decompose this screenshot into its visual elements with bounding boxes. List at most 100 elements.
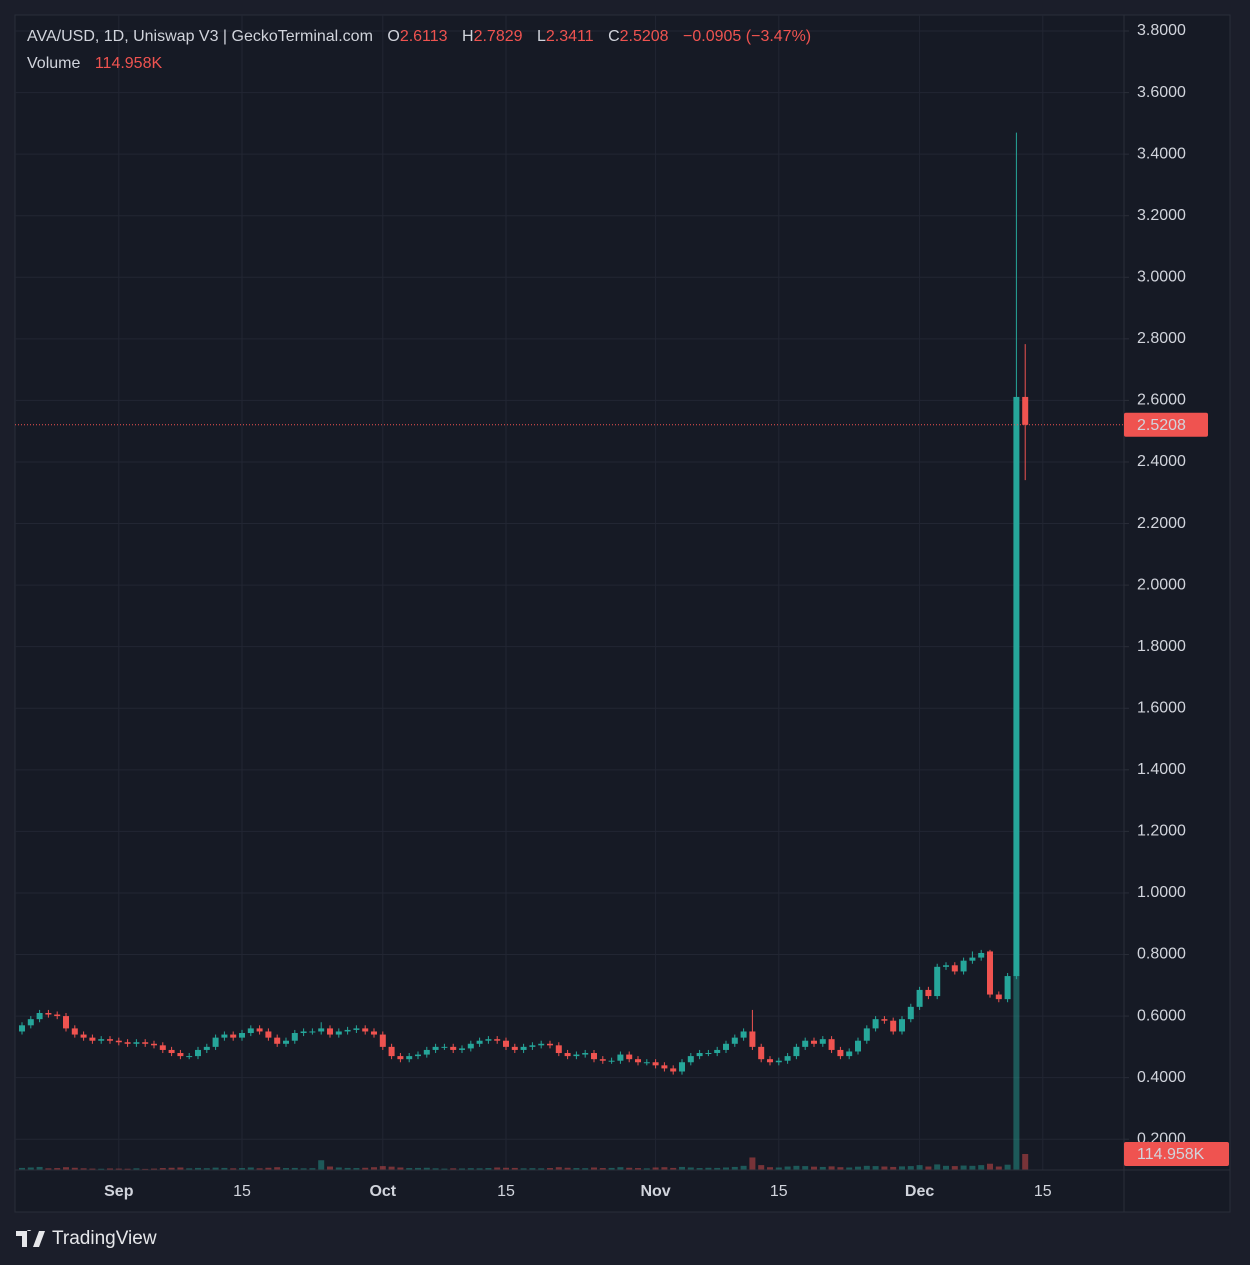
volume-bar [626,1167,633,1170]
volume-bar [371,1167,377,1170]
volume-bar [107,1168,113,1170]
y-tick-label: 2.6000 [1137,392,1186,409]
candle-body [168,1049,175,1054]
candle-body [494,1039,501,1041]
volume-bar [124,1168,131,1170]
candle-body [432,1046,439,1050]
candle-body [353,1028,360,1030]
volume-bar [582,1168,589,1170]
candle-body [943,965,949,967]
volume-bar [397,1167,404,1170]
volume-bar [881,1166,888,1170]
volume-bar [423,1167,430,1170]
brand-logo [16,1230,45,1247]
candle-body [203,1046,210,1050]
volume-bar [335,1167,342,1170]
grid [15,15,1124,1170]
candle-body [362,1028,369,1032]
candle-body [591,1053,597,1060]
ohlc-value: 2.5208 [619,28,669,45]
volume-bar [828,1166,835,1170]
candle-body [652,1062,659,1066]
candle-body [309,1031,316,1033]
candle-body [916,989,923,1007]
volume-bar [503,1167,509,1170]
volume-bar [494,1167,501,1170]
volume-bar [247,1167,254,1170]
volume-bar [212,1167,219,1170]
volume-bar [353,1168,360,1170]
volume-bar [19,1167,25,1170]
volume-bar [265,1167,272,1170]
candle-body [450,1046,457,1050]
volume-bar [855,1166,861,1170]
candle-body [459,1048,465,1050]
branding: TradingView [16,1228,157,1250]
y-tick-label: 3.0000 [1137,268,1186,285]
volume-bar [767,1167,773,1170]
plot [15,132,1124,1170]
candle-body [705,1053,712,1055]
candle-body [573,1054,580,1057]
volume-bar [890,1166,897,1170]
volume-bar [511,1167,518,1170]
candle-body [1013,396,1020,977]
candle-body [283,1040,289,1044]
volume-bar [723,1167,729,1170]
volume-bar [916,1165,923,1170]
volume-bar [168,1167,175,1170]
candle-body [379,1034,386,1047]
volume-bar [27,1167,34,1170]
candle-body [793,1046,800,1057]
candle-body [503,1040,509,1047]
volume-bar [978,1165,985,1170]
volume-bar [1004,1164,1011,1170]
candle-body [608,1060,615,1062]
ohlc-value: 2.6113 [399,28,448,45]
volume-bar [133,1168,140,1170]
y-tick-label: 2.4000 [1137,453,1186,470]
volume-value: 114.958K [94,55,163,72]
candle-body [899,1019,905,1032]
volume-bar [177,1167,184,1170]
candle-body [907,1006,914,1020]
volume-bar [925,1166,932,1170]
candle-body [1022,396,1029,425]
volume-bar [283,1168,289,1170]
candle-body [423,1049,430,1055]
candle-body [124,1042,131,1044]
x-tick-label: Oct [369,1183,396,1200]
volume-bar [142,1168,149,1170]
y-tick-label: 2.8000 [1137,330,1186,347]
volume-bar [485,1168,492,1170]
volume-bar [450,1168,457,1170]
candle-body [811,1040,817,1044]
candle-body [582,1053,589,1055]
volume-bar [406,1168,413,1170]
volume-bar [309,1168,316,1170]
x-tick-label: 15 [1034,1183,1052,1200]
volume-bar [291,1167,298,1170]
volume-bar [599,1168,606,1170]
volume-bar [98,1168,105,1170]
candle-body [265,1031,272,1038]
y-tick-label: 1.8000 [1137,638,1186,655]
x-tick-label: Dec [905,1183,934,1200]
volume-bar [635,1168,641,1170]
candle-body [327,1028,333,1035]
x-tick-label: Sep [104,1183,134,1200]
volume-bar [45,1168,52,1170]
volume-bar [159,1168,166,1170]
candle-body [71,1028,78,1035]
candle-body [335,1031,342,1035]
candle-body [934,966,941,997]
y-tick-label: 2.0000 [1137,576,1186,593]
volume-bar [758,1165,765,1170]
volume-bar [318,1160,325,1170]
volume-bar [54,1168,61,1170]
brand-name: TradingView [52,1228,157,1249]
y-tick-label: 3.6000 [1137,84,1186,101]
candle-body [1004,976,1011,1000]
volume-bar [274,1167,281,1170]
ohlc-label: H [462,28,474,45]
